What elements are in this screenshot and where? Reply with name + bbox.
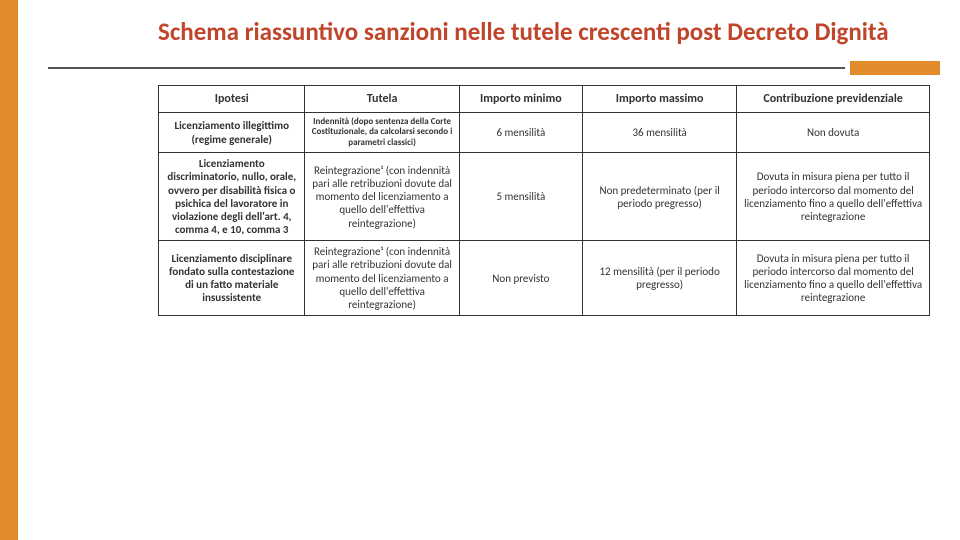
cell-ipotesi: Licenziamento disciplinare fondato sulla… [159,241,305,316]
underline-line [48,67,845,69]
cell-contribuzione: Dovuta in misura piena per tutto il peri… [737,153,930,241]
underline-accent-box [850,61,940,75]
cell-tutela: Indennità (dopo sentenza della Corte Cos… [305,113,459,153]
table-row: Licenziamento discriminatorio, nullo, or… [159,153,930,241]
cell-ipotesi: Licenziamento illegittimo (regime genera… [159,113,305,153]
cell-tutela: Reintegrazione¹ (con indennità pari alle… [305,153,459,241]
cell-massimo: 36 mensilità [583,113,737,153]
table-header-row: Ipotesi Tutela Importo minimo Importo ma… [159,85,930,112]
cell-tutela: Reintegrazione¹ (con indennità pari alle… [305,241,459,316]
col-header: Tutela [305,85,459,112]
table-row: Licenziamento illegittimo (regime genera… [159,113,930,153]
col-header: Contribuzione previdenziale [737,85,930,112]
cell-minimo: 6 mensilità [459,113,582,153]
page-title: Schema riassuntivo sanzioni nelle tutele… [158,18,930,47]
col-header: Importo minimo [459,85,582,112]
cell-contribuzione: Dovuta in misura piena per tutto il peri… [737,241,930,316]
page-body: Schema riassuntivo sanzioni nelle tutele… [18,0,960,540]
accent-sidebar [0,0,18,540]
cell-minimo: Non previsto [459,241,582,316]
cell-massimo: 12 mensilità (per il periodo pregresso) [583,241,737,316]
cell-contribuzione: Non dovuta [737,113,930,153]
col-header: Ipotesi [159,85,305,112]
cell-ipotesi: Licenziamento discriminatorio, nullo, or… [159,153,305,241]
table-row: Licenziamento disciplinare fondato sulla… [159,241,930,316]
title-underline [48,61,940,75]
cell-massimo: Non predeterminato (per il periodo pregr… [583,153,737,241]
cell-minimo: 5 mensilità [459,153,582,241]
sanctions-table: Ipotesi Tutela Importo minimo Importo ma… [158,85,930,316]
col-header: Importo massimo [583,85,737,112]
